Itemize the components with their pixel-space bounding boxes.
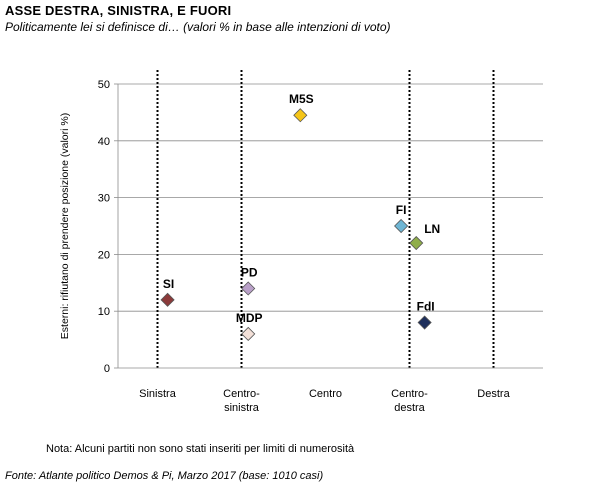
point-si: SI (160, 277, 175, 307)
point-label: LN (424, 222, 440, 236)
y-axis-label: Esterni: rifiutano di prendere posizione… (59, 113, 71, 339)
diamond-marker (293, 108, 308, 123)
diamond-marker (241, 326, 256, 341)
point-fi: FI (394, 203, 409, 234)
x-tick-label: Centro (309, 388, 342, 400)
y-tick-label: 50 (98, 79, 110, 91)
point-label: FdI (417, 300, 435, 314)
source-note: Fonte: Atlante politico Demos & Pi, Marz… (5, 470, 324, 482)
point-label: SI (163, 277, 174, 291)
diamond-marker (160, 292, 175, 307)
footnote: Nota: Alcuni partiti non sono stati inse… (46, 443, 355, 455)
diamond-marker (394, 218, 409, 234)
category-lines (156, 70, 495, 368)
chart-subtitle: Politicamente lei si definisce di… (valo… (5, 20, 391, 34)
y-tick-labels: 0 10 20 30 40 50 (98, 79, 110, 375)
point-fdi: FdI (417, 300, 435, 330)
axes (114, 83, 543, 369)
chart-title: ASSE DESTRA, SINISTRA, E FUORI (5, 3, 232, 18)
point-pd: PD (241, 265, 258, 296)
x-tick-label: Centro-sinistra (223, 388, 260, 414)
y-tick-label: 20 (98, 249, 110, 261)
y-tick-label: 0 (104, 363, 110, 375)
x-tick-label: Sinistra (139, 388, 177, 400)
y-tick-label: 10 (98, 306, 110, 318)
x-tick-label: Destra (477, 388, 510, 400)
grid-layer (118, 83, 543, 312)
y-tick-label: 30 (98, 193, 110, 205)
point-label: MDP (236, 311, 263, 325)
diamond-marker (241, 281, 256, 296)
y-tick-label: 40 (98, 136, 110, 148)
diamond-marker (409, 235, 424, 251)
x-tick-labels: Sinistra Centro-sinistra Centro Centro-dest… (139, 388, 510, 414)
point-label: PD (241, 265, 258, 279)
point-mdp: MDP (236, 311, 263, 341)
point-label: M5S (289, 92, 314, 106)
diamond-marker (417, 315, 432, 330)
point-ln: LN (409, 222, 440, 251)
x-tick-label: Centro-destra (391, 388, 428, 414)
point-label: FI (396, 203, 407, 217)
point-m5s: M5S (289, 92, 314, 123)
data-points: SI PD MDP M5S FI LN FdI (160, 92, 440, 341)
